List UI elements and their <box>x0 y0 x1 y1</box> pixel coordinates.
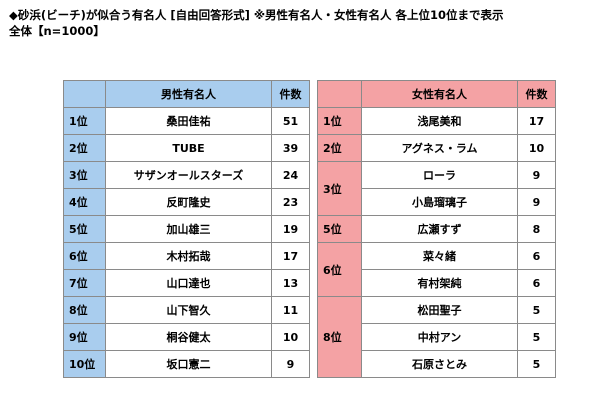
count-header: 件数 <box>517 80 556 108</box>
rank-cell: 8位 <box>317 296 362 378</box>
count-cell: 10 <box>271 323 310 351</box>
table-row: 1位 浅尾美和 17 <box>317 107 556 135</box>
rank-cell: 1位 <box>317 107 362 135</box>
rank-cell: 4位 <box>63 188 106 216</box>
table-header-row: 男性有名人 件数 <box>63 80 310 108</box>
name-cell: ローラ <box>361 161 518 189</box>
name-cell: 小島瑠璃子 <box>361 188 518 216</box>
name-cell: 石原さとみ <box>361 350 518 378</box>
count-header: 件数 <box>271 80 310 108</box>
rank-cell: 7位 <box>63 269 106 297</box>
count-cell: 23 <box>271 188 310 216</box>
table-row: 2位 TUBE 39 <box>63 134 310 162</box>
table-row: 小島瑠璃子 9 <box>318 188 556 216</box>
page-title: ◆砂浜(ビーチ)が似合う有名人 [自由回答形式] ※男性有名人・女性有名人 各上… <box>9 8 504 22</box>
table-row: 6位 菜々緒 6 <box>317 242 556 297</box>
table-row: 8位 松田聖子 5 <box>317 296 556 378</box>
table-row: 中村アン 5 <box>318 323 556 351</box>
count-cell: 10 <box>517 134 556 162</box>
count-cell: 6 <box>517 242 556 270</box>
count-cell: 19 <box>271 215 310 243</box>
table-row: 5位 広瀬すず 8 <box>317 215 556 243</box>
sample-size-label: 全体【n=1000】 <box>9 24 105 38</box>
rank-cell: 1位 <box>63 107 106 135</box>
name-cell: 反町隆史 <box>105 188 272 216</box>
name-cell: 有村架純 <box>361 269 518 297</box>
table-row: 10位 坂口憲二 9 <box>63 350 310 378</box>
count-cell: 5 <box>517 296 556 324</box>
male-celebrity-table: 男性有名人 件数 1位 桑田佳祐 51 2位 TUBE 39 3位 サザンオール… <box>63 80 310 378</box>
count-cell: 5 <box>517 323 556 351</box>
name-cell: 山口達也 <box>105 269 272 297</box>
name-cell: 加山雄三 <box>105 215 272 243</box>
name-cell: 坂口憲二 <box>105 350 272 378</box>
count-cell: 17 <box>271 242 310 270</box>
rank-cell: 6位 <box>63 242 106 270</box>
count-cell: 13 <box>271 269 310 297</box>
rank-cell: 8位 <box>63 296 106 324</box>
count-cell: 51 <box>271 107 310 135</box>
rank-cell: 10位 <box>63 350 106 378</box>
rank-cell: 2位 <box>63 134 106 162</box>
table-row: 6位 木村拓哉 17 <box>63 242 310 270</box>
rank-header <box>63 80 106 108</box>
name-cell: 木村拓哉 <box>105 242 272 270</box>
count-cell: 11 <box>271 296 310 324</box>
table-row: 3位 サザンオールスターズ 24 <box>63 161 310 189</box>
table-row: 9位 桐谷健太 10 <box>63 323 310 351</box>
table-header-row: 女性有名人 件数 <box>317 80 556 108</box>
name-cell: 中村アン <box>361 323 518 351</box>
name-header: 女性有名人 <box>361 80 518 108</box>
name-cell: 広瀬すず <box>361 215 518 243</box>
rank-cell: 9位 <box>63 323 106 351</box>
name-cell: TUBE <box>105 134 272 162</box>
table-row: 2位 アグネス・ラム 10 <box>317 134 556 162</box>
table-row: 5位 加山雄三 19 <box>63 215 310 243</box>
name-cell: 桑田佳祐 <box>105 107 272 135</box>
count-cell: 39 <box>271 134 310 162</box>
count-cell: 8 <box>517 215 556 243</box>
name-cell: 菜々緒 <box>361 242 518 270</box>
table-row: 石原さとみ 5 <box>318 350 556 378</box>
rank-cell: 5位 <box>63 215 106 243</box>
name-header: 男性有名人 <box>105 80 272 108</box>
name-cell: 松田聖子 <box>361 296 518 324</box>
count-cell: 6 <box>517 269 556 297</box>
female-celebrity-table: 女性有名人 件数 1位 浅尾美和 17 2位 アグネス・ラム 10 3位 ローラ… <box>317 80 556 378</box>
table-row: 有村架純 6 <box>318 269 556 297</box>
table-row: 7位 山口達也 13 <box>63 269 310 297</box>
count-cell: 9 <box>517 161 556 189</box>
rank-cell: 2位 <box>317 134 362 162</box>
name-cell: 浅尾美和 <box>361 107 518 135</box>
name-cell: 山下智久 <box>105 296 272 324</box>
rank-cell: 6位 <box>317 242 362 297</box>
name-cell: サザンオールスターズ <box>105 161 272 189</box>
table-row: 1位 桑田佳祐 51 <box>63 107 310 135</box>
table-row: 3位 ローラ 9 <box>317 161 556 216</box>
table-row: 8位 山下智久 11 <box>63 296 310 324</box>
count-cell: 24 <box>271 161 310 189</box>
name-cell: アグネス・ラム <box>361 134 518 162</box>
count-cell: 9 <box>517 188 556 216</box>
name-cell: 桐谷健太 <box>105 323 272 351</box>
rank-cell: 5位 <box>317 215 362 243</box>
table-row: 4位 反町隆史 23 <box>63 188 310 216</box>
count-cell: 17 <box>517 107 556 135</box>
rank-cell: 3位 <box>63 161 106 189</box>
count-cell: 9 <box>271 350 310 378</box>
count-cell: 5 <box>517 350 556 378</box>
rank-header <box>317 80 362 108</box>
rank-cell: 3位 <box>317 161 362 216</box>
